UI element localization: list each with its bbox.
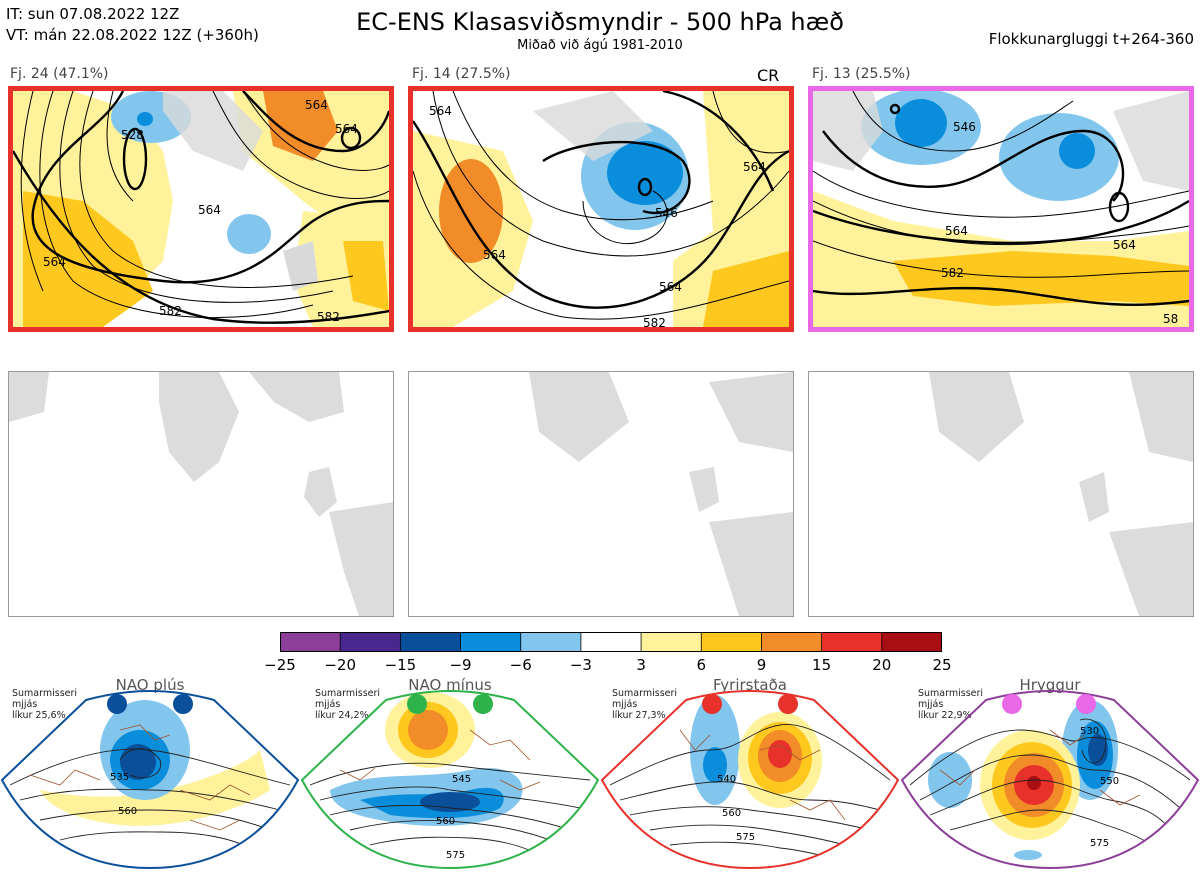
colorbar-cell — [339, 631, 402, 653]
colorbar-tick-label: 3 — [636, 656, 646, 674]
regime-4-title: Hryggur — [1019, 676, 1081, 694]
cluster-3-contour-5: 58 — [1163, 312, 1178, 326]
cluster-1-contour-7: 582 — [317, 310, 340, 324]
colorbar-tick-label: −20 — [324, 656, 357, 674]
cluster-3-label: Fj. 13 (25.5%) — [812, 66, 911, 82]
colorbar-cell — [580, 631, 642, 653]
cluster-1-contour-4: 564 — [305, 98, 328, 112]
colorbar-cell — [460, 631, 522, 653]
regime-2-map: 545 560 575 — [300, 690, 600, 870]
page-title: EC-ENS Klasasviðsmyndir - 500 hPa hæð — [356, 8, 844, 36]
colorbar-tick-label: 20 — [872, 656, 892, 674]
issue-time-block: IT: sun 07.08.2022 12Z VT: mán 22.08.202… — [6, 4, 259, 46]
colorbar-tick-label: −9 — [449, 656, 472, 674]
regime-4-map: 530 550 575 — [900, 690, 1200, 870]
cluster-2-contour-4: 546 — [655, 206, 678, 220]
regime-2-info: Sumarmisseri mjjás líkur 24,2% — [315, 688, 381, 721]
colorbar-tick-label: −3 — [569, 656, 592, 674]
regime-3-map: 540 560 575 — [600, 690, 900, 870]
cluster-1-label: Fj. 24 (47.1%) — [10, 66, 109, 82]
colorbar-cell — [279, 631, 342, 653]
colorbar-cell — [821, 631, 883, 653]
regime-4-contour-1: 530 — [1080, 726, 1099, 737]
valid-time: VT: mán 22.08.2022 12Z (+360h) — [6, 26, 259, 44]
cluster-3-contour-4: 582 — [941, 266, 964, 280]
cluster-3-contour-2: 564 — [945, 224, 968, 238]
regime-1-map: 535 560 — [0, 690, 300, 870]
regime-3-title: Fyrirstaða — [713, 676, 787, 694]
regime-3-contour-2: 560 — [722, 808, 741, 819]
empty-map-3 — [808, 371, 1194, 617]
colorbar-cell — [761, 631, 823, 653]
regime-1-contour-2: 560 — [118, 806, 137, 817]
regime-3-contour-1: 540 — [717, 774, 736, 785]
cluster-3-map: 546 564 564 582 58 — [808, 86, 1194, 332]
cluster-2-map: 564 564 564 546 564 582 — [408, 86, 794, 332]
colorbar-tick-label: −15 — [384, 656, 417, 674]
page-subtitle: Miðað við ágú 1981-2010 — [517, 38, 683, 53]
cluster-1-contour-3: 564 — [198, 203, 221, 217]
regime-4-info: Sumarmisseri mjjás líkur 22,9% — [918, 688, 984, 721]
regime-3-info: Sumarmisseri mjjás líkur 27,3% — [612, 688, 678, 721]
regime-1-title: NAO plús — [115, 676, 185, 694]
empty-map-2 — [408, 371, 794, 617]
regime-1-contour-1: 535 — [110, 772, 129, 783]
colorbar-cell — [520, 631, 582, 653]
regime-2-contour-2: 560 — [436, 816, 455, 827]
issue-time: IT: sun 07.08.2022 12Z — [6, 5, 180, 23]
colorbar-cell — [881, 631, 943, 653]
colorbar-tick-label: 6 — [696, 656, 707, 674]
cluster-2-contour-2: 564 — [483, 248, 506, 262]
regime-2-title: NAO mínus — [408, 676, 492, 694]
cluster-2-cr-mark: CR — [757, 66, 780, 85]
colorbar-cell — [640, 631, 703, 653]
colorbar-tick-label: 25 — [932, 656, 952, 674]
regime-2-contour-1: 545 — [452, 774, 471, 785]
regime-3-contour-3: 575 — [736, 832, 755, 843]
cluster-3-contour-1: 546 — [953, 120, 976, 134]
cluster-2-label: Fj. 14 (27.5%) — [412, 66, 511, 82]
cluster-2-contour-1: 564 — [429, 104, 452, 118]
regime-2-contour-3: 575 — [446, 850, 465, 861]
colorbar-cell — [399, 631, 462, 653]
regime-1-info: Sumarmisseri mjjás líkur 25,6% — [12, 688, 78, 721]
colorbar-cell — [700, 631, 763, 653]
colorbar-tick-label: −6 — [509, 656, 532, 674]
classification-window: Flokkunargluggi t+264-360 — [988, 30, 1194, 48]
cluster-2-contour-3: 564 — [743, 160, 766, 174]
empty-map-1 — [8, 371, 394, 617]
cluster-2-contour-5: 564 — [659, 280, 682, 294]
cluster-1-contour-2: 564 — [43, 255, 66, 269]
colorbar-tick-label: 9 — [756, 656, 767, 674]
cluster-3-contour-3: 564 — [1113, 238, 1136, 252]
cluster-1-contour-5: 564 — [335, 122, 358, 136]
cluster-2-contour-6: 582 — [643, 316, 666, 327]
regime-4-contour-3: 575 — [1090, 838, 1109, 849]
colorbar-tick-label: −25 — [264, 656, 296, 674]
colorbar — [279, 631, 943, 653]
colorbar-tick-label: 15 — [812, 656, 832, 674]
cluster-1-map: 528 564 564 564 564 582 582 — [8, 86, 394, 332]
regime-4-contour-2: 550 — [1100, 776, 1119, 787]
cluster-1-contour-6: 582 — [159, 304, 182, 318]
cluster-1-contour-1: 528 — [121, 128, 144, 142]
